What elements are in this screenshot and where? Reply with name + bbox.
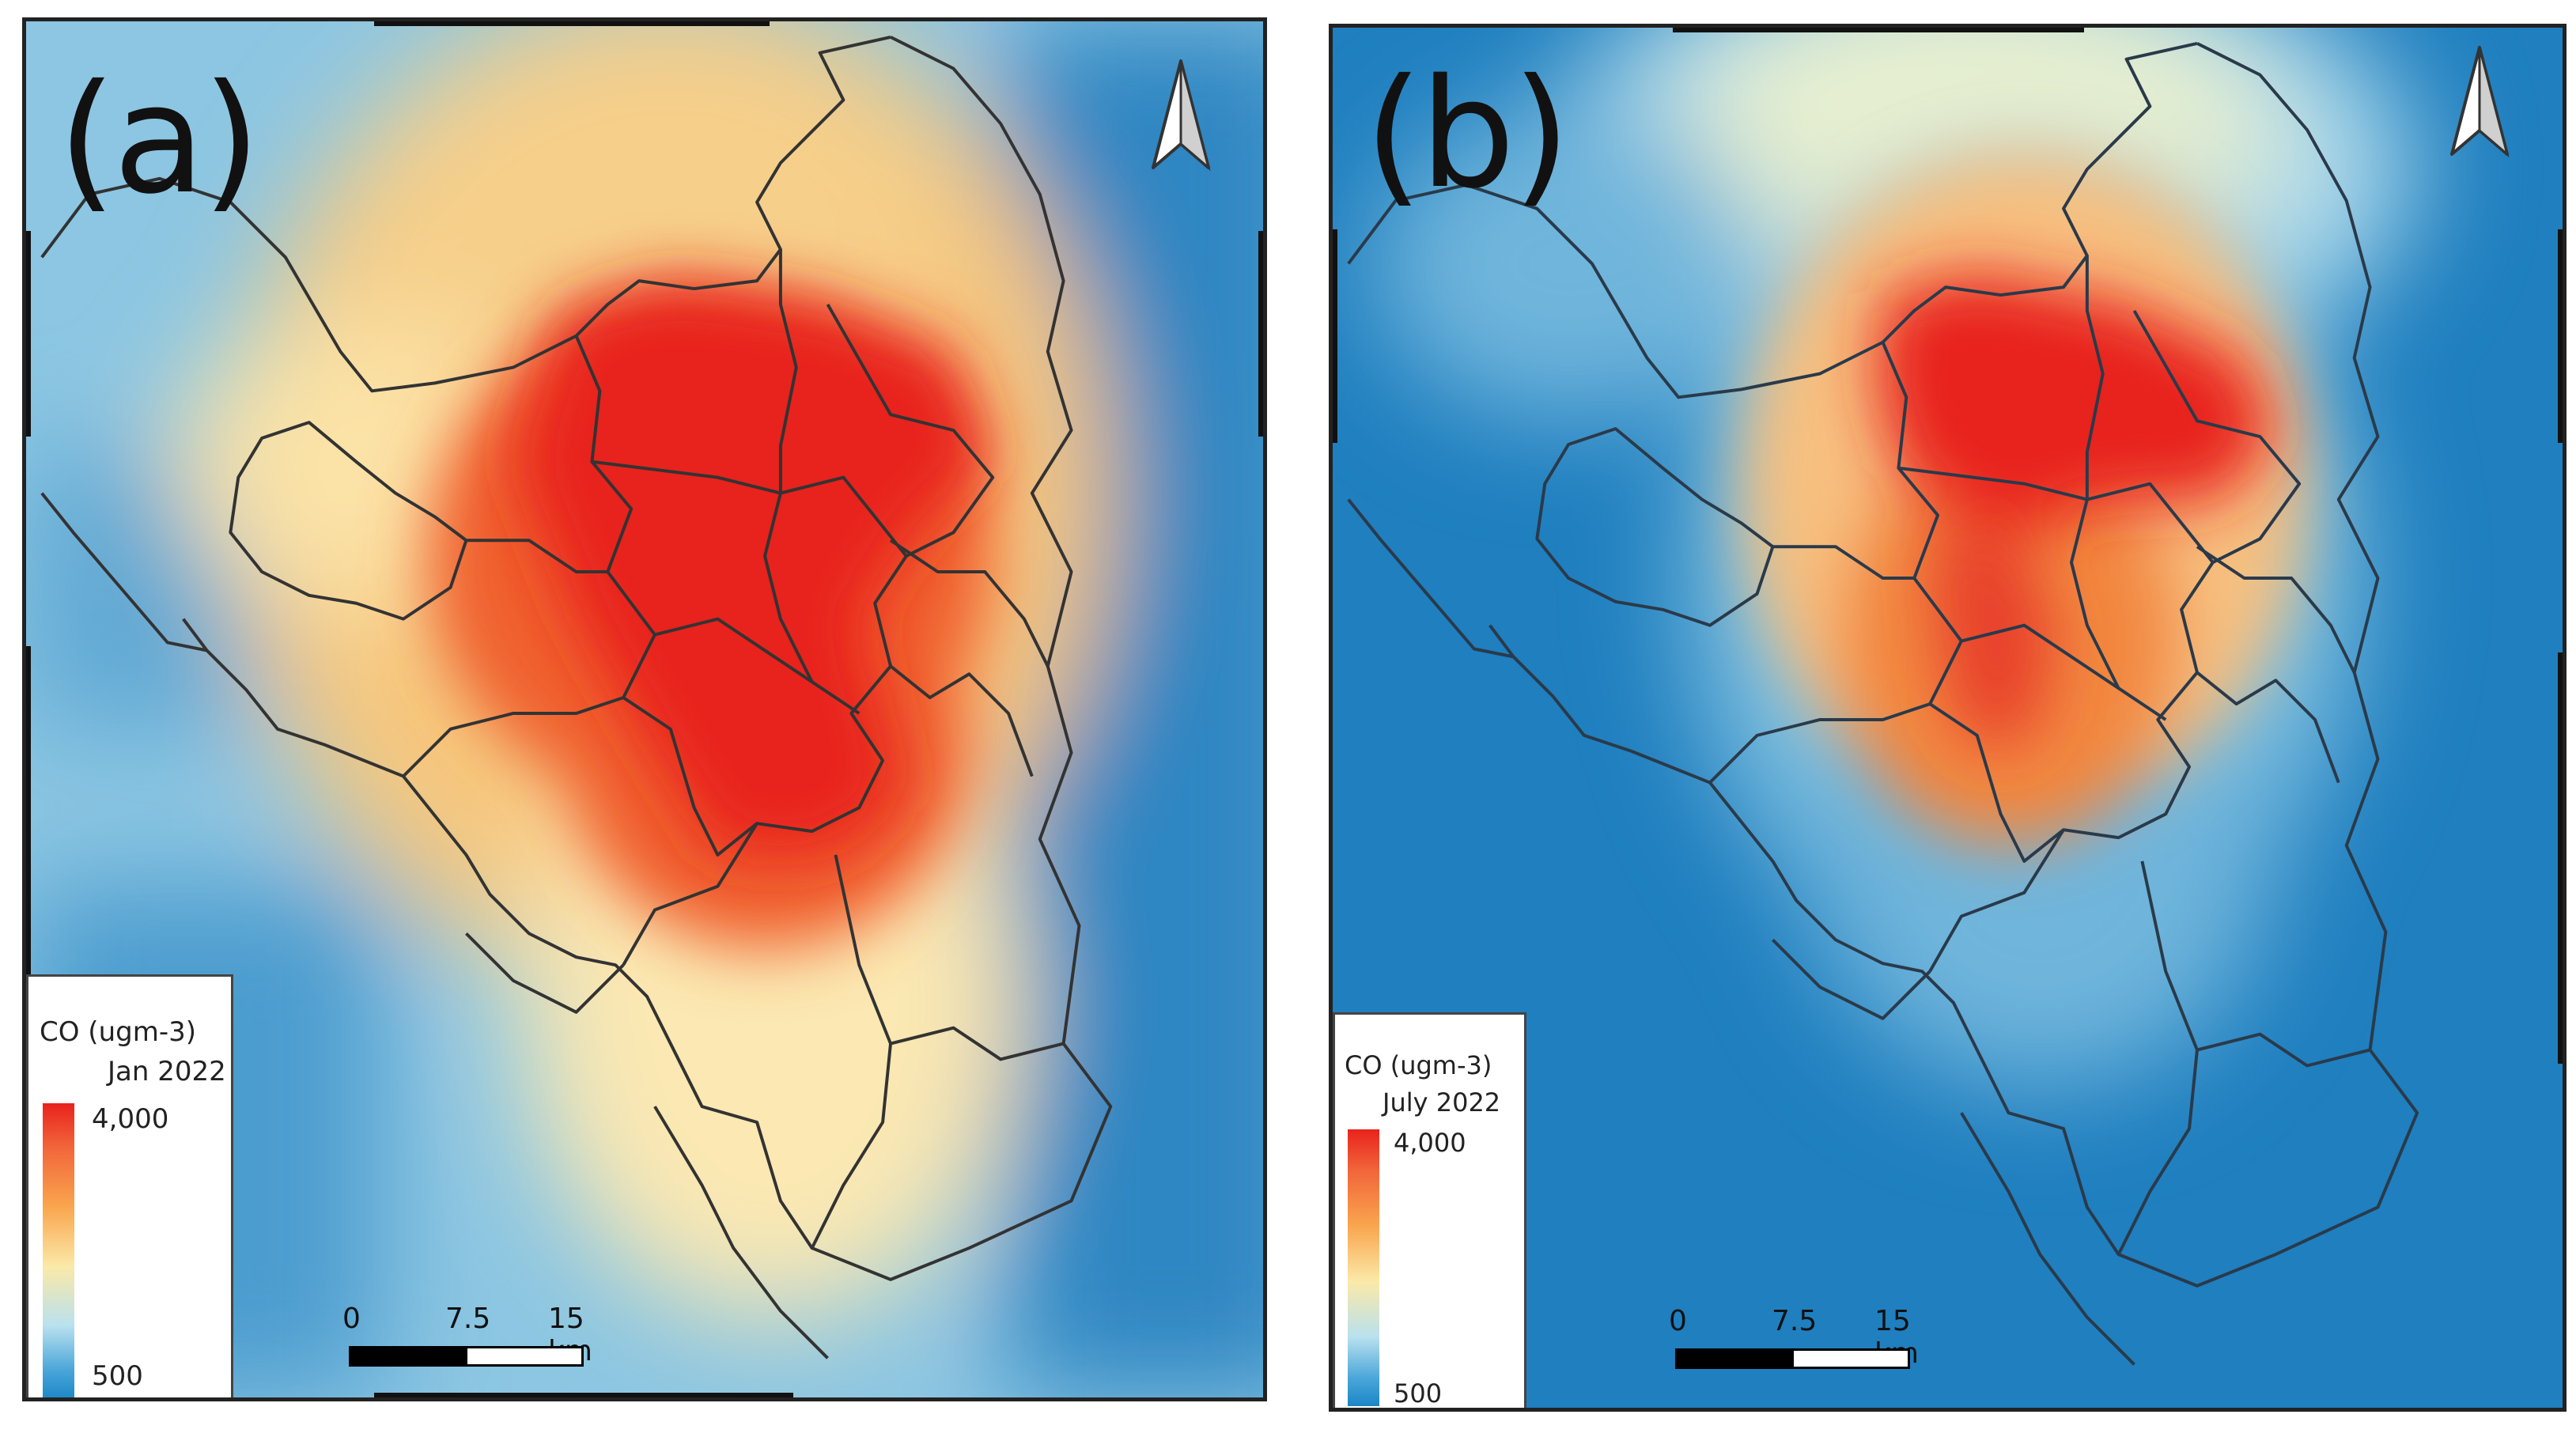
co-heatmap-b <box>1333 28 2563 1408</box>
scale-segment-white <box>1791 1348 1910 1369</box>
legend-title: CO (ugm-3) <box>40 1016 196 1048</box>
panel-label: (a) <box>58 52 261 227</box>
scale-bar: 0 7.5 15 km <box>1645 1305 1961 1384</box>
scale-tick-0: 0 <box>342 1303 361 1335</box>
north-arrow-icon <box>2450 46 2510 158</box>
scale-tick-mid: 7.5 <box>1772 1305 1818 1337</box>
scale-segment-black <box>1675 1348 1794 1369</box>
legend-period: Jan 2022 <box>108 1056 226 1087</box>
frame-tick <box>374 21 770 26</box>
legend-max-value: 4,000 <box>92 1103 169 1135</box>
scale-tick-0: 0 <box>1669 1305 1687 1337</box>
frame-tick <box>1673 28 2084 32</box>
map-panel-a: (a) CO (ugm-3) Jan 2022 4,000 500 0 7.5 … <box>22 17 1267 1401</box>
scale-segment-black <box>349 1346 467 1367</box>
legend-max-value: 4,000 <box>1394 1128 1466 1158</box>
legend-min-value: 500 <box>1394 1378 1443 1409</box>
scale-tick-mid: 7.5 <box>445 1303 491 1335</box>
panel-label: (b) <box>1364 47 1571 221</box>
legend-min-value: 500 <box>92 1360 143 1392</box>
north-arrow-icon <box>1152 59 1211 172</box>
frame-tick <box>26 646 31 1057</box>
legend-title: CO (ugm-3) <box>1345 1050 1492 1080</box>
frame-tick <box>2558 229 2563 443</box>
legend-period: July 2022 <box>1383 1087 1501 1117</box>
scale-bar: 0 7.5 15 km <box>319 1303 635 1382</box>
map-panel-b: (b) CO (ugm-3) July 2022 4,000 500 0 7.5… <box>1329 24 2567 1412</box>
legend-color-ramp <box>1348 1129 1379 1406</box>
scale-segment-white <box>465 1346 584 1367</box>
frame-tick <box>26 231 31 437</box>
frame-tick <box>1333 229 1337 443</box>
legend-color-ramp <box>43 1103 74 1397</box>
legend: CO (ugm-3) Jan 2022 4,000 500 <box>26 974 233 1397</box>
frame-tick <box>1258 231 1263 437</box>
legend: CO (ugm-3) July 2022 4,000 500 <box>1333 1012 1526 1409</box>
frame-tick <box>374 1393 793 1397</box>
frame-tick <box>2558 652 2563 1064</box>
co-heatmap-a <box>26 21 1263 1397</box>
